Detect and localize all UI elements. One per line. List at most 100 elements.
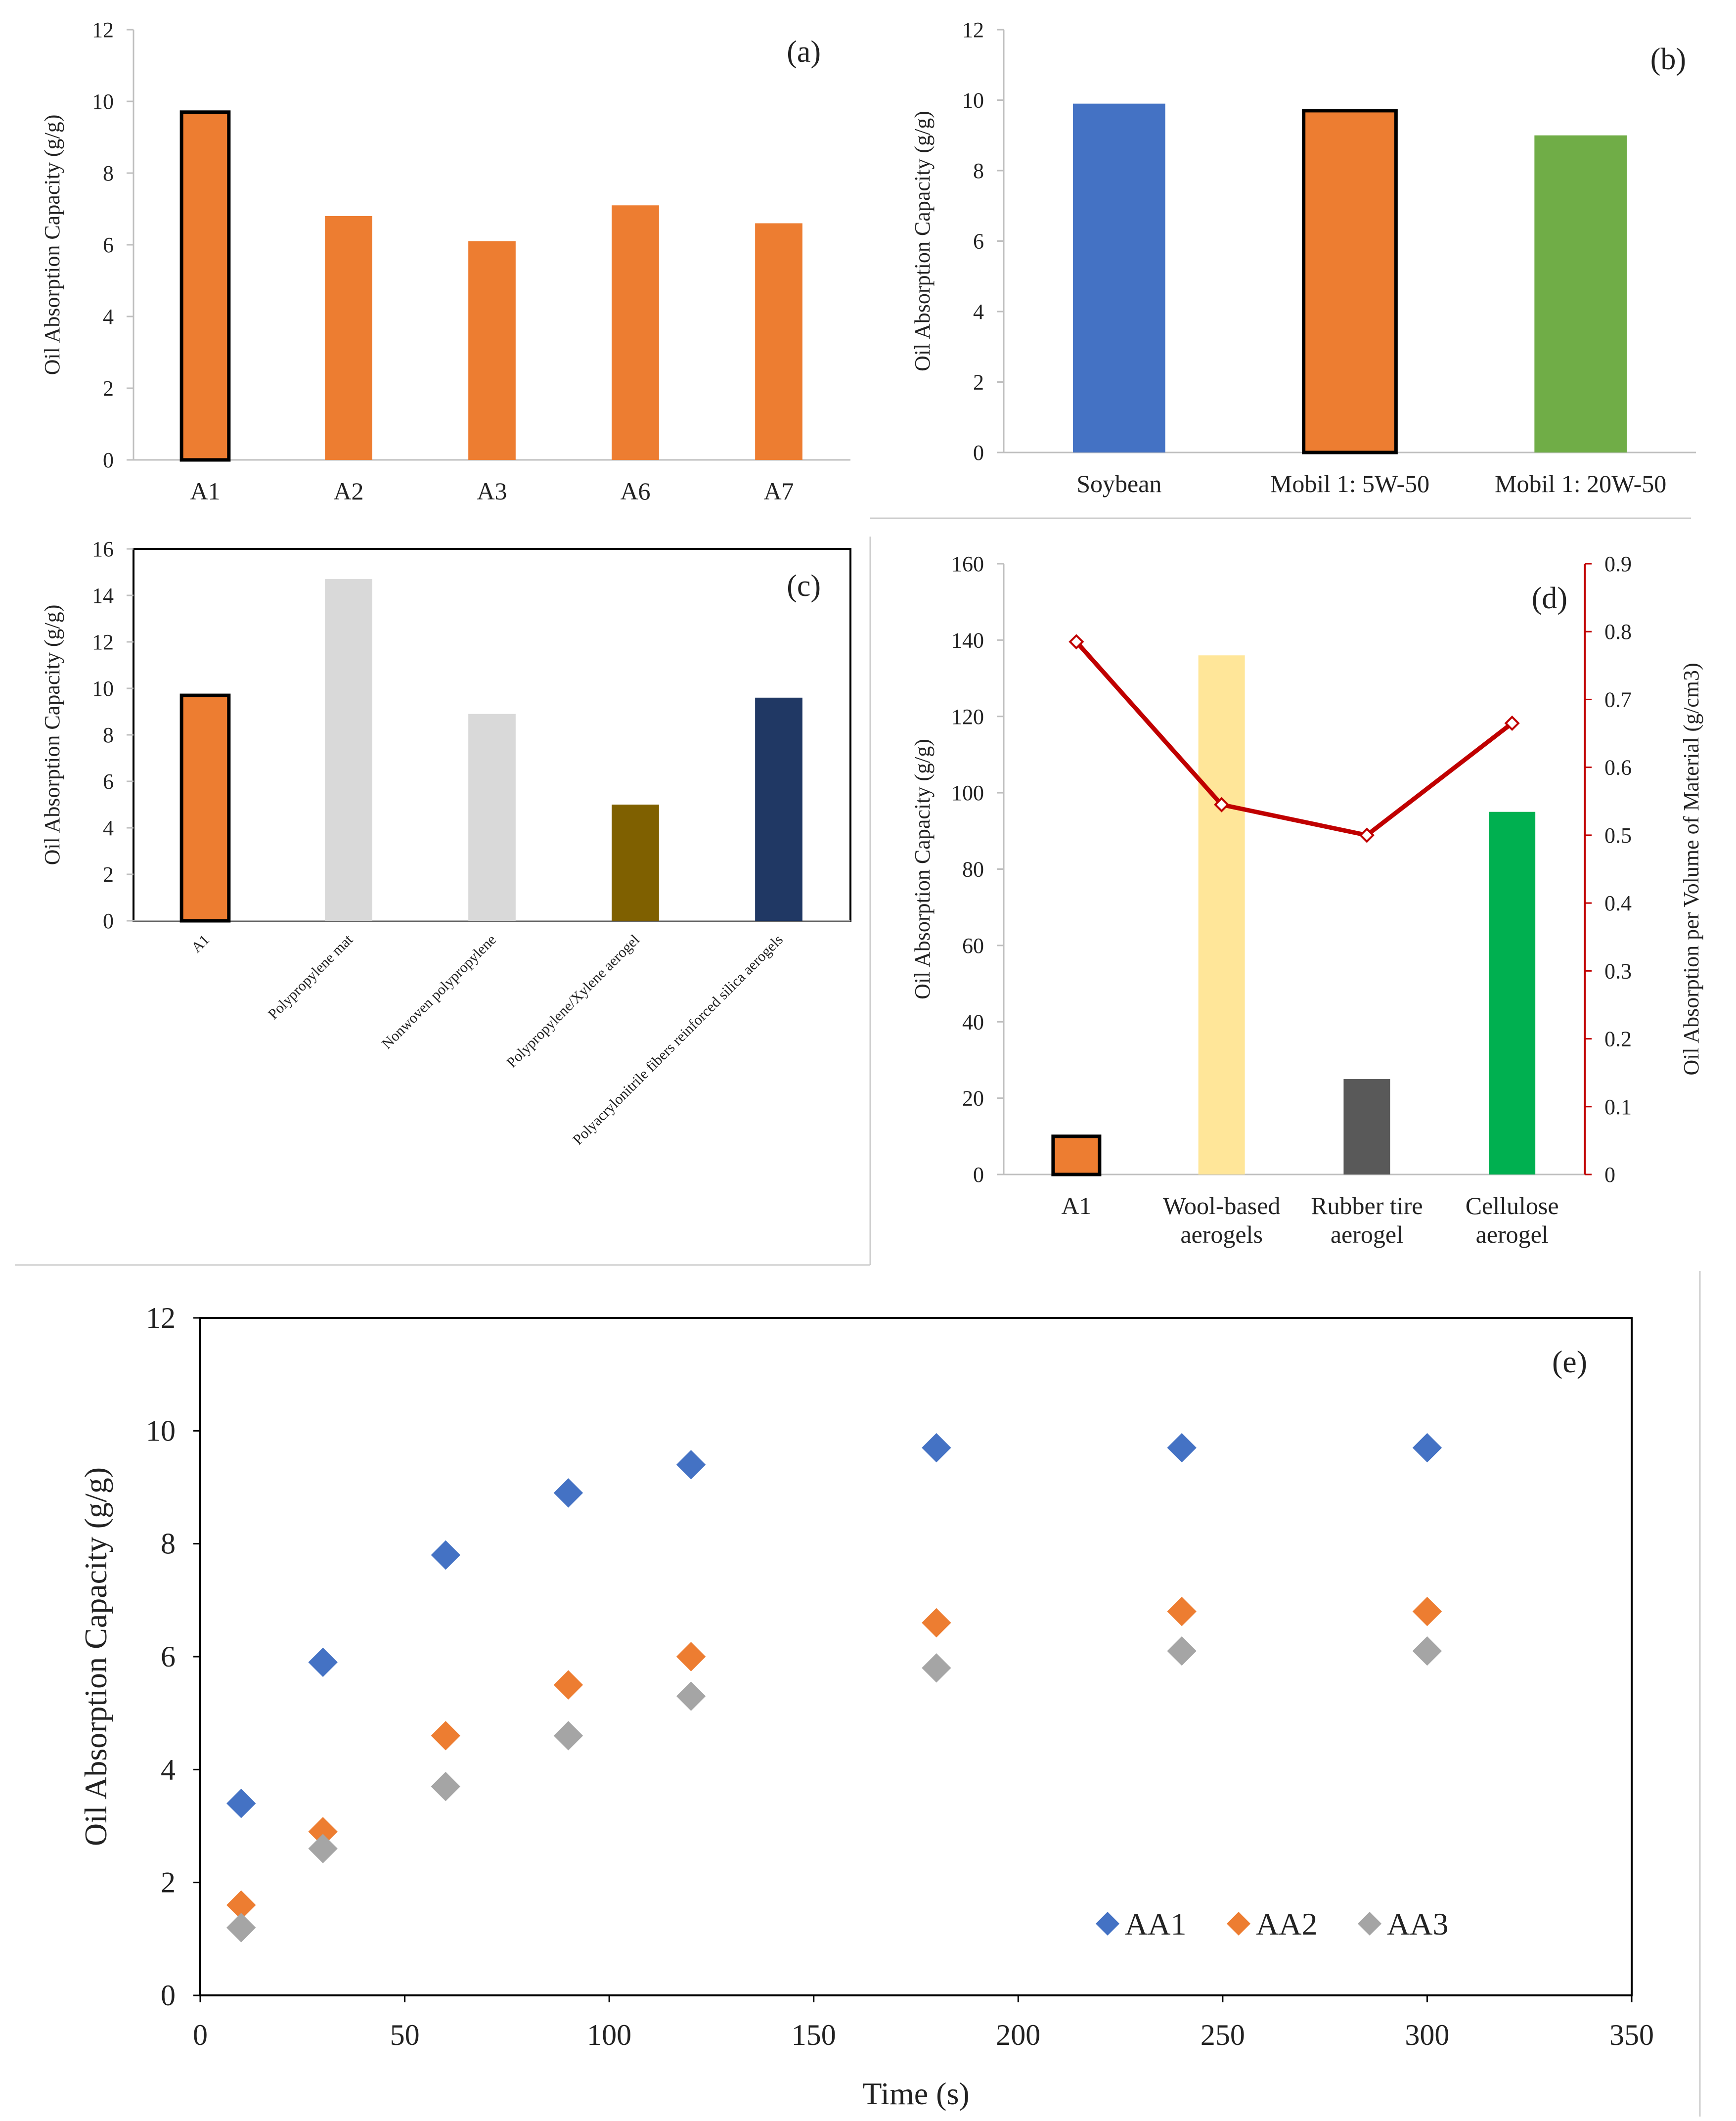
panel-tag: (a): [787, 35, 821, 69]
y-tick-label: 10: [92, 677, 114, 701]
bar-a1: [179, 110, 231, 462]
marker-aa1: [922, 1433, 951, 1463]
bar-a7: [755, 223, 802, 460]
y2-tick-label: 0.2: [1604, 1027, 1632, 1051]
bar-a6: [612, 205, 659, 460]
x-category-label: Cellulose aerogel: [1466, 1192, 1559, 1248]
y-tick-label: 4: [103, 305, 114, 329]
y-tick-label: 0: [973, 441, 984, 465]
x-category-label: A1: [190, 477, 220, 505]
x-category-label-line: A1: [1061, 1192, 1091, 1219]
y-tick-label: 0: [103, 909, 114, 933]
y-tick-label: 0: [161, 1979, 176, 2012]
marker-aa3: [553, 1721, 583, 1751]
volume-series-line: [1074, 640, 1513, 838]
bar-a1: [1051, 1134, 1102, 1176]
x-tick-label: 100: [587, 2019, 631, 2051]
x-category-label: Soybean: [1076, 470, 1161, 497]
y-tick-label: 12: [92, 18, 114, 42]
volume-series-marker: [1214, 797, 1230, 812]
y-tick-label: 12: [962, 18, 984, 42]
marker-aa1: [1412, 1433, 1442, 1463]
x-tick-label: 150: [792, 2019, 836, 2051]
marker-aa3: [1412, 1636, 1442, 1666]
y-tick-label: 2: [103, 376, 114, 401]
marker-aa2: [922, 1608, 951, 1638]
legend-label-aa3: AA3: [1387, 1906, 1448, 1941]
y2-axis-title: Oil Absorption per Volume of Material (g…: [1679, 663, 1703, 1075]
y-tick-label: 10: [962, 89, 984, 113]
y-tick-label: 16: [92, 537, 114, 561]
marker-aa3: [922, 1653, 951, 1683]
marker-aa2: [226, 1890, 256, 1920]
y-tick-label: 0: [103, 448, 114, 472]
y-tick-label: 10: [146, 1414, 176, 1447]
marker-aa1: [308, 1647, 338, 1677]
x-category-label: Wool-based aerogels: [1163, 1192, 1281, 1248]
y-tick-label: 60: [962, 934, 984, 958]
y-tick-label: 4: [161, 1753, 176, 1786]
volume-series-marker: [1359, 827, 1375, 843]
y-tick-label: 6: [103, 233, 114, 257]
y-tick-label: 40: [962, 1010, 984, 1034]
x-category-label: Nonwoven polypropylene: [379, 932, 499, 1052]
y-tick-label: 4: [973, 300, 984, 324]
marker-aa1: [431, 1540, 460, 1570]
y-tick-label: 2: [973, 370, 984, 395]
x-category-label: Mobil 1: 5W-50: [1270, 470, 1429, 497]
marker-aa3: [308, 1834, 338, 1863]
legend-label-aa2: AA2: [1256, 1906, 1317, 1941]
y-tick-label: 80: [962, 857, 984, 882]
panel-tag: (e): [1552, 1344, 1587, 1379]
y-tick-label: 8: [161, 1528, 176, 1560]
y-axis-title: Oil Absorption Capacity (g/g): [910, 739, 935, 999]
marker-aa2: [308, 1817, 338, 1847]
y2-tick-label: 0.9: [1604, 552, 1632, 576]
x-tick-label: 300: [1405, 2019, 1449, 2051]
marker-aa1: [1167, 1433, 1197, 1463]
x-category-label-line: aerogel: [1476, 1220, 1549, 1248]
bar-a2: [325, 216, 372, 460]
chart-panel-a: 0 2 4 6 8 10 12 A1 A2 A3 A6 A7 Oil Absorption Capaci…: [40, 18, 850, 505]
marker-aa1: [553, 1478, 583, 1508]
y-tick-label: 120: [951, 705, 984, 729]
y-tick-label: 2: [103, 862, 114, 887]
volume-series-marker: [1068, 634, 1084, 650]
x-category-label: A1: [1061, 1192, 1091, 1219]
chart-panel-c: 0 2 4 6 8 10 12 14 16 A1 Polypropylene mat Nonwoven…: [40, 537, 851, 1148]
chart-panel-b: 0 2 4 6 8 10 12 Soybean Mobil 1: 5W-50 Mobil 1: 2…: [910, 18, 1696, 497]
y-axis-title: Oil Absorption Capacity (g/g): [40, 115, 64, 375]
marker-aa2: [431, 1721, 460, 1751]
legend-marker-aa3: [1357, 1911, 1382, 1936]
y-tick-label: 160: [951, 552, 984, 576]
y-tick-label: 12: [92, 630, 114, 654]
x-category-label: A6: [620, 477, 650, 505]
y-tick-label: 2: [161, 1866, 176, 1899]
x-category-label-line: Rubber tire: [1311, 1192, 1423, 1219]
x-category-label: Rubber tire aerogel: [1311, 1192, 1423, 1248]
plot-frame: [199, 1317, 1633, 1996]
bar-mobil-1-5w-50: [1302, 109, 1398, 454]
y2-tick-label: 0.4: [1604, 891, 1632, 915]
bar-soybean: [1073, 103, 1165, 452]
x-tick-label: 250: [1201, 2019, 1245, 2051]
y2-tick-label: 0.7: [1604, 687, 1632, 712]
panel-tag: (b): [1650, 43, 1686, 76]
bar-polyacrylonitrile-fibers-reinforced-silica-aerogels: [755, 697, 802, 921]
bar-nonwoven-polypropylene: [468, 714, 516, 921]
x-category-label: A3: [477, 477, 507, 505]
bar-a3: [468, 241, 516, 460]
marker-aa2: [553, 1670, 583, 1700]
y-axis-title: Oil Absorption Capacity (g/g): [78, 1467, 113, 1846]
y2-tick-label: 0.6: [1604, 756, 1632, 780]
y-tick-label: 0: [973, 1163, 984, 1187]
y2-tick-label: 0.8: [1604, 620, 1632, 644]
y-tick-label: 8: [103, 161, 114, 185]
panel-tag: (d): [1532, 582, 1567, 615]
x-tick-label: 200: [996, 2019, 1040, 2051]
volume-series-marker: [1504, 715, 1520, 731]
y-tick-label: 100: [951, 781, 984, 805]
marker-aa2: [1167, 1596, 1197, 1626]
y-tick-label: 14: [92, 584, 114, 608]
